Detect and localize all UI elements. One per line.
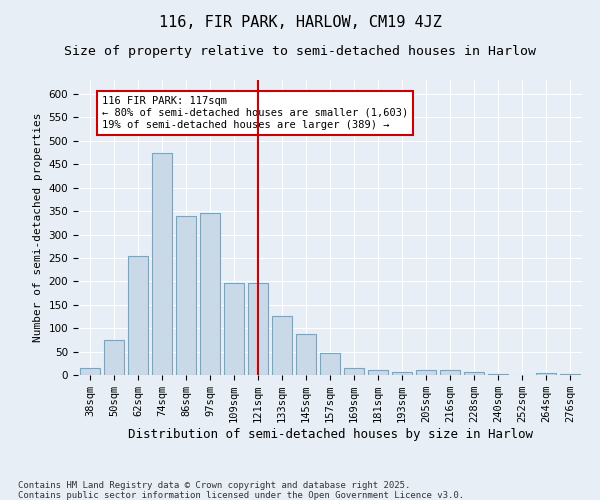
Bar (272, 316, 292, 375)
Text: 116, FIR PARK, HARLOW, CM19 4JZ: 116, FIR PARK, HARLOW, CM19 4JZ (158, 15, 442, 30)
Bar (176, 216, 196, 375)
Bar (392, 372, 412, 375)
Bar (80, 368, 100, 375)
Text: Size of property relative to semi-detached houses in Harlow: Size of property relative to semi-detach… (64, 45, 536, 58)
Bar (152, 152, 172, 375)
Bar (536, 373, 556, 375)
Bar (320, 353, 340, 375)
Bar (104, 340, 124, 375)
Bar (248, 283, 268, 375)
Bar (560, 374, 580, 375)
Y-axis label: Number of semi-detached properties: Number of semi-detached properties (33, 113, 43, 342)
Text: Contains HM Land Registry data © Crown copyright and database right 2025.
Contai: Contains HM Land Registry data © Crown c… (18, 480, 464, 500)
Bar (296, 334, 316, 375)
Bar (224, 283, 244, 375)
Bar (416, 370, 436, 375)
X-axis label: Distribution of semi-detached houses by size in Harlow: Distribution of semi-detached houses by … (128, 428, 533, 441)
Bar (440, 370, 460, 375)
Bar (128, 256, 148, 375)
Bar (344, 368, 364, 375)
Bar (488, 374, 508, 375)
Text: 116 FIR PARK: 117sqm
← 80% of semi-detached houses are smaller (1,603)
19% of se: 116 FIR PARK: 117sqm ← 80% of semi-detac… (102, 96, 408, 130)
Bar (200, 212, 220, 375)
Bar (464, 372, 484, 375)
Bar (368, 370, 388, 375)
